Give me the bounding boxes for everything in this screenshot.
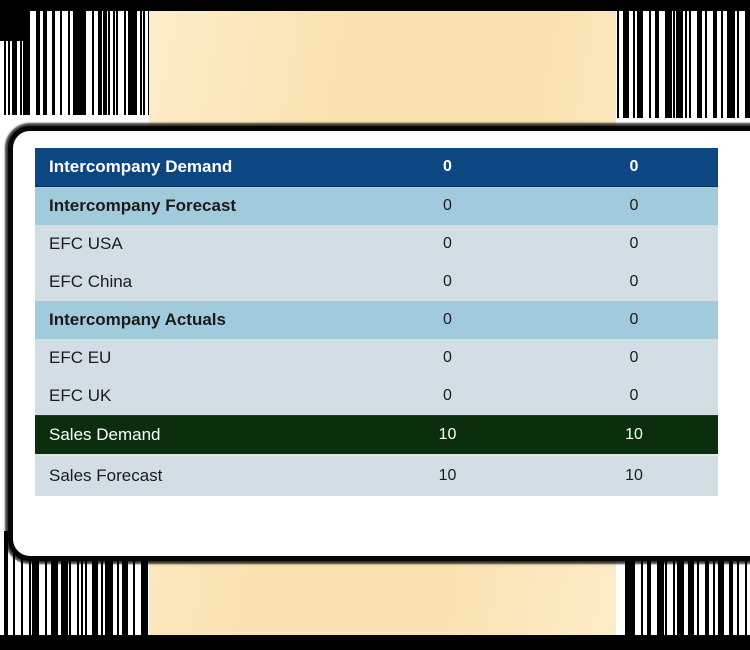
row-label: Intercompany Actuals [49,310,226,329]
row-label: EFC China [49,272,133,291]
top-frame-bar [0,0,750,11]
grid-cell[interactable]: 10 [438,426,457,443]
grid-cell[interactable]: 0 [629,349,639,366]
grid-cell[interactable]: 0 [629,158,639,175]
row-label: EFC EU [49,348,112,367]
row-label: Intercompany Demand [49,157,233,176]
grid-cell[interactable]: 0 [629,311,639,328]
table-row: Sales Demand 10 10 [35,415,718,456]
table-row: Sales Forecast 10 10 [35,456,718,496]
grid-cell[interactable]: 0 [443,235,452,252]
row-label: EFC UK [49,386,112,405]
demand-grid: Intercompany Demand 0 0 Intercompany Foreca… [35,148,718,496]
row-label: Sales Demand [49,425,161,444]
table-row: EFC USA 0 0 [35,225,718,263]
grid-cell[interactable]: 0 [629,387,639,404]
table-row: EFC EU 0 0 [35,339,718,377]
grid-cell[interactable]: 10 [438,467,457,484]
grid-card: Intercompany Demand 0 0 Intercompany Foreca… [8,126,750,561]
grid-cell[interactable]: 0 [629,273,639,290]
grid-cell[interactable]: 0 [443,349,452,366]
grid-cell[interactable]: 0 [443,387,452,404]
bottom-frame-bar [0,635,750,650]
grid-cell[interactable]: 10 [625,426,643,443]
grid-cell[interactable]: 0 [443,273,452,290]
grid-cell[interactable]: 0 [443,158,452,175]
row-label: EFC USA [49,234,123,253]
grid-cell[interactable]: 10 [625,467,643,484]
barcode-artifact-top-left [4,11,149,115]
row-label: Sales Forecast [49,466,163,485]
grid-cell[interactable]: 0 [443,311,452,328]
corner-ink-blob [0,11,27,41]
grid-cell[interactable]: 0 [629,197,639,214]
table-row: Intercompany Actuals 0 0 [35,301,718,339]
barcode-artifact-top-right [612,11,750,118]
table-row: Intercompany Forecast 0 0 [35,187,718,225]
row-label: Intercompany Forecast [49,196,237,215]
table-row: Intercompany Demand 0 0 [35,148,718,187]
table-row: EFC China 0 0 [35,263,718,301]
grid-cell[interactable]: 0 [443,197,452,214]
grid-cell[interactable]: 0 [629,235,639,252]
table-row: EFC UK 0 0 [35,377,718,415]
